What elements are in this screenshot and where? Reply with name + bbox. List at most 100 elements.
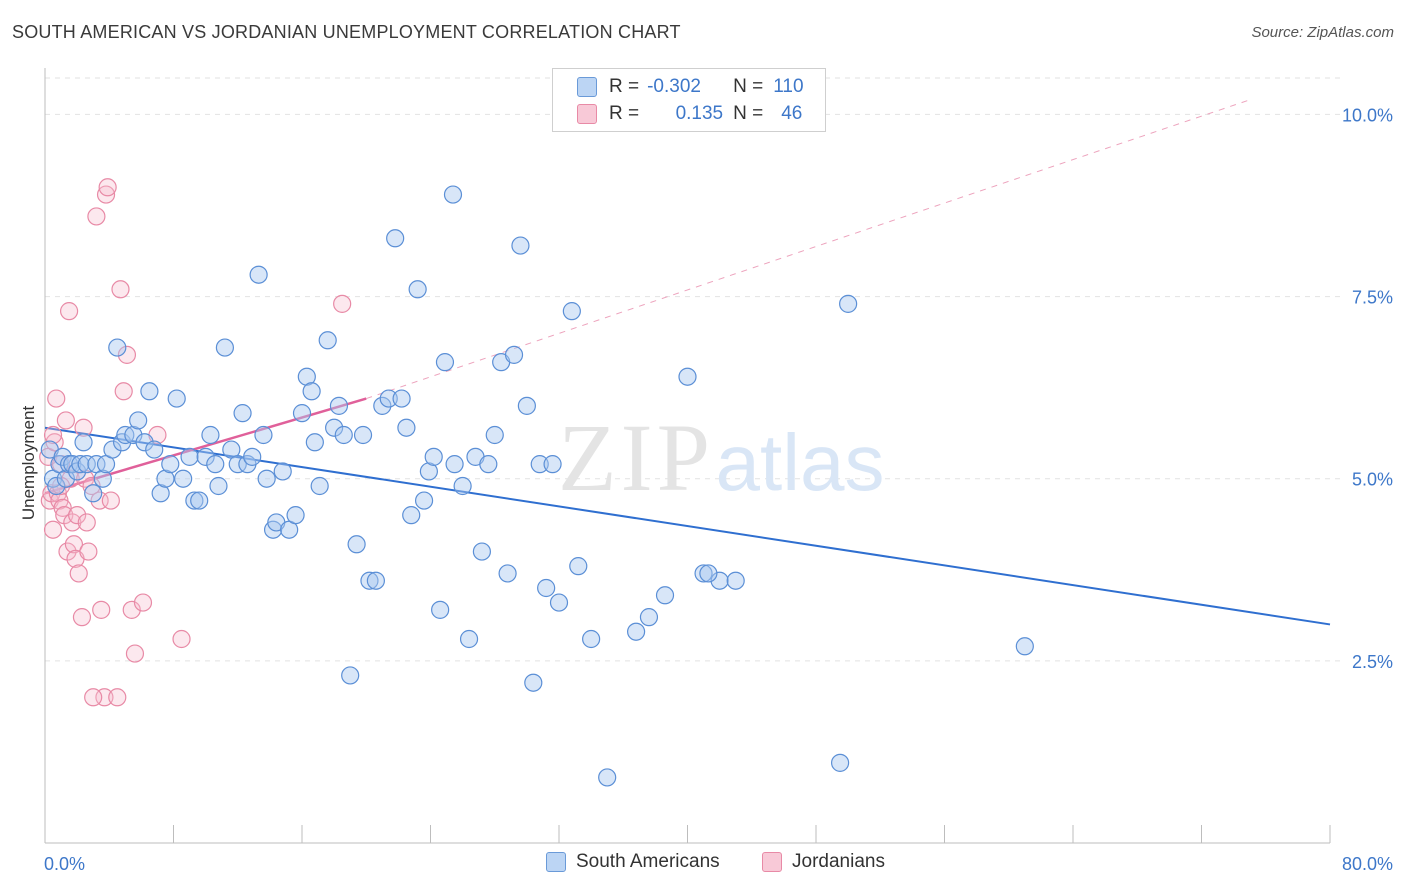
- data-point-south-americans: [190, 491, 209, 510]
- data-point-jordanians: [125, 644, 145, 663]
- legend-row-jordanians: R = 0.135 N = 46: [577, 102, 802, 126]
- data-point-south-americans: [161, 455, 180, 474]
- data-point-south-americans: [228, 455, 247, 474]
- watermark-atlas: atlas: [716, 418, 885, 507]
- data-point-south-americans: [694, 564, 713, 583]
- data-point-south-americans: [1015, 637, 1034, 656]
- data-point-south-americans: [84, 484, 103, 503]
- data-point-jordanians: [333, 294, 352, 313]
- data-point-south-americans: [93, 469, 112, 488]
- data-point-south-americans: [639, 608, 659, 627]
- data-point-jordanians: [72, 608, 92, 627]
- series-legend: South Americans Jordanians: [0, 851, 1406, 877]
- data-point-south-americans: [341, 666, 360, 685]
- data-point-south-americans: [196, 447, 215, 466]
- data-point-south-americans: [77, 455, 96, 474]
- data-point-south-americans: [504, 345, 524, 364]
- data-point-south-americans: [206, 455, 225, 474]
- trend-line-south-americans: [44, 426, 1331, 626]
- data-point-south-americans: [530, 455, 549, 474]
- legend-item-jordanians: Jordanians: [762, 851, 885, 873]
- data-point-jordanians: [64, 535, 84, 554]
- data-point-jordanians: [69, 564, 88, 583]
- data-point-south-americans: [655, 586, 675, 605]
- south-americans-points: [40, 185, 1034, 787]
- data-point-jordanians: [172, 629, 191, 649]
- data-point-south-americans: [678, 367, 697, 386]
- y-axis-label: Unemployment: [19, 406, 38, 521]
- data-point-south-americans: [201, 425, 220, 445]
- data-point-south-americans: [402, 506, 421, 525]
- data-point-south-americans: [249, 265, 268, 284]
- data-point-jordanians: [53, 498, 72, 517]
- data-point-south-americans: [408, 280, 427, 299]
- legend-item-south-americans: South Americans: [546, 851, 720, 873]
- data-point-south-americans: [598, 768, 617, 787]
- r-value: -0.302: [647, 76, 701, 97]
- data-point-south-americans: [392, 389, 411, 408]
- data-point-jordanians: [114, 382, 133, 401]
- y-tick-label: 2.5%: [1352, 652, 1393, 672]
- data-point-south-americans: [379, 389, 398, 408]
- data-point-jordanians: [59, 302, 79, 321]
- data-point-south-americans: [310, 476, 329, 496]
- data-point-south-americans: [839, 294, 858, 313]
- data-point-jordanians: [87, 207, 106, 226]
- data-point-south-americans: [103, 440, 122, 459]
- watermark: ZIP atlas: [558, 404, 884, 511]
- data-point-jordanians: [79, 542, 98, 561]
- data-point-south-americans: [562, 302, 581, 321]
- data-point-south-americans: [318, 331, 337, 350]
- data-point-south-americans: [257, 469, 276, 488]
- data-point-south-americans: [419, 462, 438, 481]
- data-point-south-americans: [329, 396, 349, 415]
- y-tick-label: 5.0%: [1352, 470, 1393, 490]
- data-point-south-americans: [156, 469, 175, 488]
- data-point-south-americans: [511, 236, 530, 255]
- data-point-south-americans: [347, 535, 366, 554]
- data-point-south-americans: [386, 229, 405, 248]
- data-point-south-americans: [726, 571, 745, 590]
- data-point-south-americans: [233, 404, 252, 423]
- data-point-jordanians: [74, 418, 93, 437]
- data-point-south-americans: [360, 571, 379, 590]
- data-point-south-americans: [582, 629, 601, 649]
- axes: [44, 68, 1331, 844]
- stats-legend: R = -0.302 N = 110 R = 0.135 N = 46: [552, 68, 826, 132]
- data-point-south-americans: [626, 622, 646, 641]
- data-point-south-americans: [243, 447, 262, 466]
- data-point-south-americans: [569, 557, 588, 576]
- data-point-jordanians: [101, 491, 120, 510]
- data-point-south-americans: [124, 425, 143, 445]
- data-point-jordanians: [98, 178, 117, 197]
- data-point-south-americans: [479, 455, 498, 474]
- data-point-south-americans: [549, 593, 569, 612]
- data-point-south-americans: [366, 571, 385, 590]
- data-point-south-americans: [543, 455, 562, 474]
- watermark-zip: ZIP: [558, 404, 714, 511]
- data-point-south-americans: [108, 338, 127, 357]
- y-tick-label: 7.5%: [1352, 288, 1393, 308]
- data-point-south-americans: [424, 447, 443, 466]
- data-point-south-americans: [167, 389, 186, 408]
- legend-swatch-pink: [577, 104, 597, 124]
- chart-title: SOUTH AMERICAN VS JORDANIAN UNEMPLOYMENT…: [12, 22, 681, 42]
- n-value: 46: [781, 103, 803, 124]
- data-point-south-americans: [254, 425, 273, 445]
- data-point-south-americans: [537, 578, 556, 598]
- legend-label: Jordanians: [792, 851, 885, 872]
- data-point-jordanians: [108, 688, 127, 707]
- data-point-south-americans: [414, 491, 434, 510]
- data-point-south-americans: [472, 542, 491, 561]
- data-point-south-americans: [174, 469, 193, 488]
- source-label: Source: ZipAtlas.com: [1251, 24, 1394, 41]
- r-label: R =: [609, 76, 640, 97]
- data-point-jordanians: [47, 389, 66, 408]
- legend-row-south-americans: R = -0.302 N = 110: [577, 75, 804, 99]
- data-point-south-americans: [297, 367, 316, 386]
- data-point-south-americans: [830, 753, 850, 772]
- data-point-south-americans: [353, 425, 373, 445]
- data-point-jordanians: [43, 520, 63, 539]
- data-point-south-americans: [699, 564, 718, 583]
